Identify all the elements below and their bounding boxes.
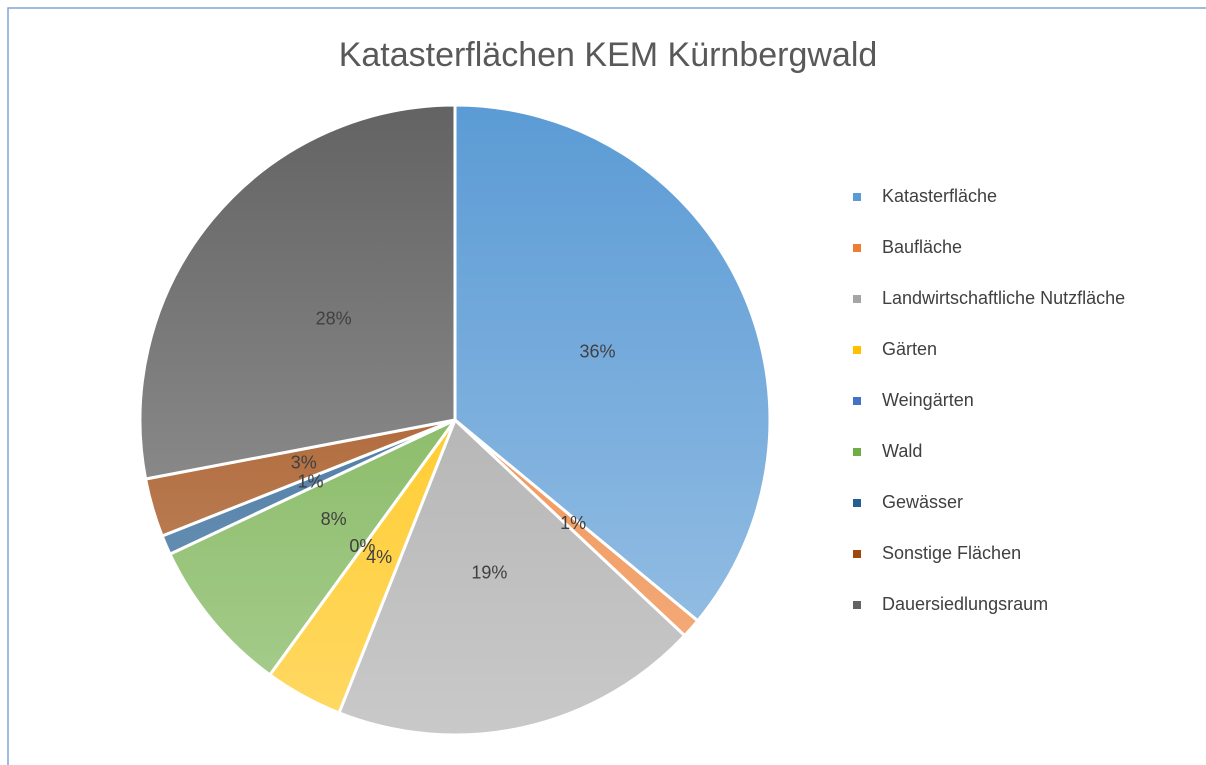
legend-label: Weingärten: [882, 390, 974, 410]
data-label: 1%: [297, 471, 323, 491]
legend-label: Dauersiedlungsraum: [882, 594, 1048, 614]
legend-swatch: [853, 499, 861, 507]
legend-label: Gärten: [882, 339, 937, 359]
data-label: 36%: [579, 342, 615, 362]
legend: Katasterfläche Baufläche Landwirtschaftlic…: [853, 186, 1125, 614]
data-label: 3%: [291, 453, 317, 473]
legend-swatch: [853, 550, 861, 558]
frame: [7, 7, 1206, 765]
data-labels: 36%1%19%4%0%8%1%3%28%: [291, 308, 616, 582]
data-label: 19%: [471, 562, 507, 582]
legend-swatch: [853, 193, 861, 201]
data-label: 0%: [349, 536, 375, 556]
chart-title: Katasterflächen KEM Kürnbergwald: [339, 36, 878, 74]
legend-label: Katasterfläche: [882, 186, 997, 206]
legend-label: Landwirtschaftliche Nutzfläche: [882, 288, 1125, 308]
legend-label: Baufläche: [882, 237, 962, 257]
pie: [138, 103, 772, 737]
legend-swatch: [853, 346, 861, 354]
legend-label: Sonstige Flächen: [882, 543, 1021, 563]
data-label: 8%: [321, 509, 347, 529]
legend-label: Gewässer: [882, 492, 963, 512]
legend-swatch: [853, 295, 861, 303]
legend-swatch: [853, 448, 861, 456]
data-label: 1%: [560, 513, 586, 533]
legend-swatch: [853, 397, 861, 405]
legend-swatch: [853, 244, 861, 252]
data-label: 28%: [316, 308, 352, 328]
data-label: 4%: [366, 547, 392, 567]
legend-label: Wald: [882, 441, 922, 461]
pie-slice: [138, 103, 457, 481]
legend-swatch: [853, 601, 861, 609]
